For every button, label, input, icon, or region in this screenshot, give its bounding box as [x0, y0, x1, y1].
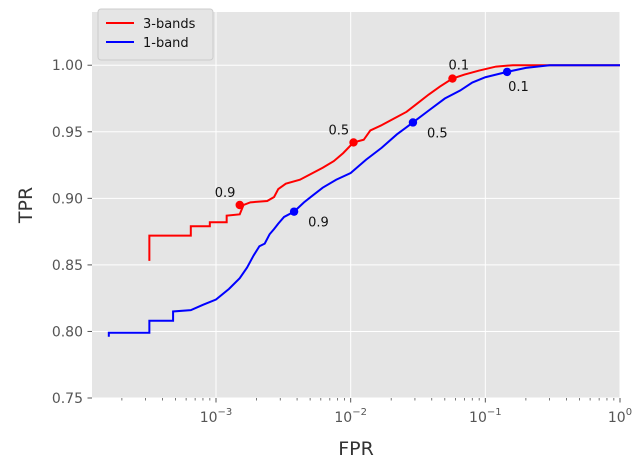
threshold-label: 0.1 [448, 59, 469, 74]
threshold-label: 0.1 [508, 80, 529, 95]
y-tick-label: 0.80 [52, 324, 83, 340]
x-tick-label: 10−2 [334, 407, 367, 426]
y-tick-label: 1.00 [52, 58, 83, 74]
annotations-layer: 0.9 0.5 0.1 0.9 0.5 0.1 [215, 59, 529, 231]
threshold-marker [448, 74, 457, 83]
y-tick-label: 0.75 [52, 391, 83, 407]
threshold-label: 0.5 [329, 123, 350, 138]
threshold-marker [349, 138, 358, 147]
markers-layer [235, 67, 512, 216]
legend-label: 1-band [143, 36, 189, 51]
legend: 3-bands 1-band [97, 8, 214, 61]
threshold-marker [502, 67, 512, 77]
plot-area [92, 12, 620, 398]
y-tick-label: 0.90 [52, 191, 83, 207]
x-tick-label: 10−3 [200, 407, 233, 426]
x-tick-label: 100 [608, 407, 632, 426]
legend-label: 3-bands [143, 17, 196, 32]
legend-box [97, 8, 214, 61]
threshold-label: 0.5 [427, 126, 448, 141]
threshold-marker [408, 118, 418, 127]
x-axis-title: FPR [338, 438, 374, 460]
x-axis-ticks: 10−3 10−2 10−1 100 [121, 398, 632, 426]
threshold-marker [235, 200, 244, 210]
series-line-1 [107, 64, 620, 337]
y-axis-ticks: 0.75 0.80 0.85 0.90 0.95 1.00 [52, 58, 92, 407]
x-tick-label: 10−1 [469, 407, 502, 426]
threshold-label: 0.9 [308, 216, 329, 231]
threshold-marker [289, 207, 299, 216]
y-tick-label: 0.85 [52, 258, 83, 274]
y-axis-title: TPR [15, 187, 37, 224]
y-tick-label: 0.95 [52, 125, 83, 141]
threshold-label: 0.9 [215, 186, 236, 201]
